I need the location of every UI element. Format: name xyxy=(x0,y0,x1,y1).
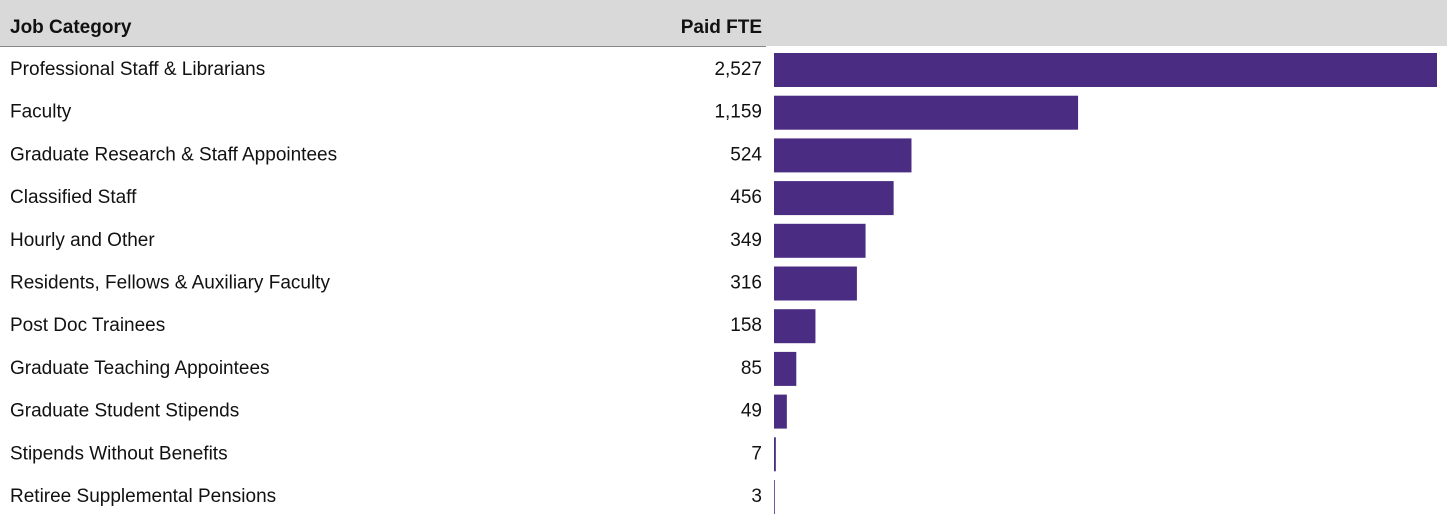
value-label: 2,527 xyxy=(714,59,762,80)
bar xyxy=(774,309,816,344)
value-label: 7 xyxy=(751,443,762,464)
value-label: 85 xyxy=(741,358,762,379)
category-label: Classified Staff xyxy=(10,187,137,208)
category-label: Faculty xyxy=(10,102,72,123)
column-header: Paid FTE xyxy=(681,17,762,38)
category-label: Hourly and Other xyxy=(10,230,155,251)
category-label: Professional Staff & Librarians xyxy=(10,59,265,80)
value-label: 316 xyxy=(730,273,762,294)
column-header: Job Category xyxy=(10,17,132,38)
bar xyxy=(774,138,912,173)
bar xyxy=(774,181,894,216)
value-label: 158 xyxy=(730,315,762,336)
bar xyxy=(774,437,776,472)
value-label: 349 xyxy=(730,230,762,251)
bar xyxy=(774,394,787,429)
header-background xyxy=(0,0,1447,46)
category-label: Retiree Supplemental Pensions xyxy=(10,486,276,507)
category-label: Graduate Student Stipends xyxy=(10,401,239,422)
category-label: Residents, Fellows & Auxiliary Faculty xyxy=(10,273,330,294)
bar xyxy=(774,480,775,514)
value-label: 456 xyxy=(730,187,762,208)
bar xyxy=(774,351,797,386)
value-label: 49 xyxy=(741,401,762,422)
category-label: Graduate Research & Staff Appointees xyxy=(10,144,337,165)
category-label: Post Doc Trainees xyxy=(10,315,165,336)
value-label: 3 xyxy=(751,486,762,507)
bar xyxy=(774,223,866,258)
category-label: Stipends Without Benefits xyxy=(10,443,228,464)
value-label: 524 xyxy=(730,144,762,165)
bar xyxy=(774,95,1079,130)
value-label: 1,159 xyxy=(714,102,762,123)
category-label: Graduate Teaching Appointees xyxy=(10,358,270,379)
bar xyxy=(774,266,857,301)
bar xyxy=(774,53,1437,87)
